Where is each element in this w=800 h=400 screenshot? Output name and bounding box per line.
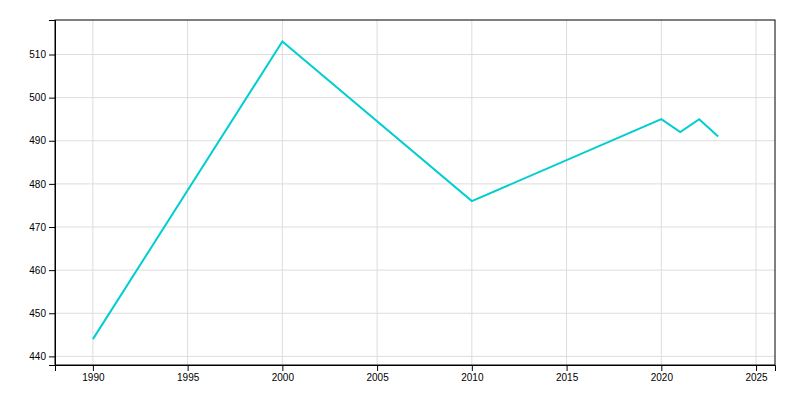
y-tick-label: 500 — [29, 92, 46, 103]
x-tick: 2010 — [461, 365, 484, 383]
y-tick-label: 450 — [29, 308, 46, 319]
grid-line — [55, 97, 775, 98]
grid — [55, 20, 775, 365]
grid-line — [55, 183, 775, 184]
x-tick: 2000 — [272, 365, 295, 383]
grid-line — [55, 313, 775, 314]
x-tick-mark — [472, 365, 473, 371]
x-tick-mark — [661, 365, 662, 371]
y-tick: 480 — [29, 179, 55, 190]
x-tick-label: 1995 — [177, 372, 200, 383]
y-tick: 510 — [29, 49, 55, 60]
x-tick: 2025 — [745, 365, 768, 383]
y-tick-mark — [49, 313, 55, 314]
y-tick: 460 — [29, 265, 55, 276]
y-tick-label: 460 — [29, 265, 46, 276]
y-tick: 450 — [29, 308, 55, 319]
plot-frame — [55, 20, 775, 365]
x-tick-mark — [188, 365, 189, 371]
grid-line — [55, 270, 775, 271]
x-tick: 1990 — [82, 365, 105, 383]
x-tick-label: 1990 — [82, 372, 105, 383]
line — [93, 42, 718, 340]
x-axis: 1990 1995 2000 2005 2010 2015 2020 2025 — [56, 365, 776, 383]
y-tick-label: 470 — [29, 222, 46, 233]
x-tick: 1995 — [177, 365, 200, 383]
y-tick-label: 480 — [29, 179, 46, 190]
x-axis-line — [56, 366, 776, 372]
x-tick: 2015 — [556, 365, 579, 383]
x-tick-mark — [282, 365, 283, 371]
x-tick-label: 2000 — [272, 372, 295, 383]
x-tick-label: 2005 — [366, 372, 389, 383]
plot: 1990 1995 2000 2005 2010 2015 2020 2025 440 450 46… — [29, 20, 775, 383]
grid-line — [55, 54, 775, 55]
chart: 1990 1995 2000 2005 2010 2015 2020 2025 440 450 46… — [0, 0, 800, 400]
y-axis-line — [49, 21, 56, 366]
x-tick-label: 2025 — [745, 372, 768, 383]
x-tick-mark — [377, 365, 378, 371]
y-tick-mark — [49, 227, 55, 228]
x-tick-label: 2020 — [651, 372, 674, 383]
marks — [93, 42, 718, 340]
y-axis: 440 450 460 470 480 490 500 510 — [29, 21, 55, 366]
x-tick-label: 2015 — [556, 372, 579, 383]
y-tick-label: 510 — [29, 49, 46, 60]
x-tick-mark — [756, 365, 757, 371]
y-tick-mark — [49, 141, 55, 142]
x-tick: 2020 — [651, 365, 674, 383]
y-tick-mark — [49, 184, 55, 185]
y-tick-mark — [49, 270, 55, 271]
x-tick: 2005 — [366, 365, 389, 383]
y-tick: 490 — [29, 135, 55, 146]
grid-line — [55, 140, 775, 141]
y-tick-label: 440 — [29, 351, 46, 362]
y-tick: 440 — [29, 351, 55, 362]
y-tick-label: 490 — [29, 135, 46, 146]
y-tick-mark — [49, 55, 55, 56]
y-tick-mark — [49, 98, 55, 99]
x-tick-mark — [93, 365, 94, 371]
y-tick: 500 — [29, 92, 55, 103]
grid-line — [55, 356, 775, 357]
y-tick: 470 — [29, 222, 55, 233]
x-tick-mark — [567, 365, 568, 371]
x-tick-label: 2010 — [461, 372, 484, 383]
y-tick-mark — [49, 356, 55, 357]
